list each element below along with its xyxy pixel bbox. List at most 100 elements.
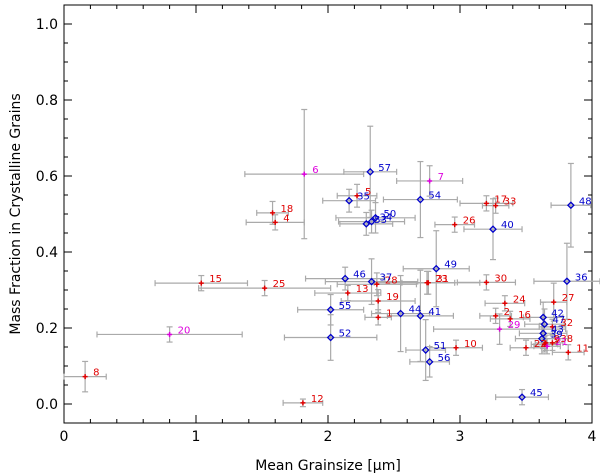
data-point-magenta bbox=[497, 326, 503, 332]
data-point-red bbox=[198, 280, 204, 286]
data-label: 20 bbox=[178, 325, 191, 336]
y-tick-label: 0.2 bbox=[36, 321, 58, 337]
data-label: 4 bbox=[283, 213, 289, 224]
data-label: 51 bbox=[434, 341, 447, 352]
data-point-blue bbox=[432, 264, 441, 273]
data-point-red bbox=[507, 316, 513, 322]
x-tick-label: 4 bbox=[588, 429, 597, 445]
data-point-blue bbox=[537, 334, 546, 343]
data-point-red bbox=[543, 340, 549, 346]
x-tick-label: 1 bbox=[192, 429, 201, 445]
data-label: 32 bbox=[560, 318, 573, 329]
data-point-blue bbox=[367, 277, 376, 286]
data-label: 35 bbox=[357, 192, 370, 203]
data-label: 46 bbox=[353, 270, 366, 281]
data-point-red bbox=[483, 279, 489, 285]
data-label: 16 bbox=[518, 310, 531, 321]
data-point-red bbox=[82, 374, 88, 380]
data-point-red bbox=[272, 219, 278, 225]
data-point-blue bbox=[326, 333, 335, 342]
data-point-blue bbox=[425, 357, 434, 366]
data-point-red bbox=[425, 280, 431, 286]
data-label: 30 bbox=[494, 273, 507, 284]
data-point-red bbox=[523, 345, 529, 351]
data-label: 2 bbox=[504, 307, 510, 318]
data-label: 13 bbox=[356, 284, 369, 295]
data-label: 44 bbox=[409, 305, 422, 316]
data-label: 26 bbox=[463, 216, 476, 227]
data-label: 49 bbox=[444, 260, 457, 271]
x-tick-label: 0 bbox=[60, 429, 69, 445]
data-point-blue bbox=[416, 195, 425, 204]
data-label: 17 bbox=[494, 194, 507, 205]
data-label: 21 bbox=[555, 337, 568, 348]
data-point-blue bbox=[326, 305, 335, 314]
data-label: 24 bbox=[513, 294, 526, 305]
data-point-blue bbox=[421, 346, 430, 354]
data-label: 22 bbox=[534, 339, 547, 350]
data-label: 9 bbox=[554, 334, 560, 345]
data-point-blue bbox=[518, 393, 526, 402]
data-point-magenta bbox=[167, 331, 173, 337]
y-tick-label: 0.6 bbox=[36, 169, 58, 185]
x-tick-label: 2 bbox=[324, 429, 333, 445]
data-label: 41 bbox=[428, 307, 441, 318]
data-point-blue bbox=[341, 274, 350, 283]
data-label: 43 bbox=[551, 324, 564, 335]
data-point-red bbox=[565, 349, 571, 355]
data-label: 31 bbox=[436, 274, 449, 285]
data-point-blue bbox=[367, 217, 376, 226]
data-label: 39 bbox=[550, 330, 563, 341]
data-point-magenta bbox=[544, 343, 550, 349]
data-point-blue bbox=[489, 225, 497, 234]
data-point-blue bbox=[371, 213, 380, 222]
data-label: 50 bbox=[384, 209, 397, 220]
data-point-red bbox=[354, 193, 360, 199]
data-label: 36 bbox=[575, 272, 588, 283]
data-label: 10 bbox=[464, 339, 477, 350]
data-point-blue bbox=[539, 313, 548, 322]
axis-ticks: 0 1 2 3 40.00.20.40.60.81.0 bbox=[36, 4, 597, 445]
data-label: 15 bbox=[209, 274, 222, 285]
data-label: 53 bbox=[374, 215, 387, 226]
data-label: 12 bbox=[311, 394, 324, 405]
data-label: 33 bbox=[504, 197, 517, 208]
data-label: 52 bbox=[339, 329, 352, 340]
data-point-blue bbox=[416, 311, 425, 320]
data-point-red bbox=[551, 299, 557, 305]
data-point-red bbox=[374, 281, 380, 287]
data-point-blue bbox=[362, 219, 371, 228]
data-point-red bbox=[375, 314, 381, 320]
data-markers bbox=[82, 167, 575, 406]
data-point-magenta bbox=[427, 178, 433, 184]
data-label: 23 bbox=[435, 274, 448, 285]
data-label: 6 bbox=[312, 165, 318, 176]
data-label: 38 bbox=[560, 334, 573, 345]
data-label: 55 bbox=[339, 301, 352, 312]
y-tick-label: 0.8 bbox=[36, 93, 58, 109]
data-point-red bbox=[549, 340, 555, 346]
data-point-blue bbox=[345, 196, 354, 205]
error-bars bbox=[63, 108, 600, 408]
data-point-magenta bbox=[301, 171, 307, 177]
data-label: 3 bbox=[552, 335, 558, 346]
data-label: 7 bbox=[438, 172, 444, 183]
y-tick-label: 1.0 bbox=[36, 17, 58, 33]
data-label: 42 bbox=[551, 308, 564, 319]
data-label: 1 bbox=[386, 308, 392, 319]
data-label: 25 bbox=[273, 279, 286, 290]
data-point-blue bbox=[540, 320, 549, 329]
data-label: 57 bbox=[378, 163, 391, 174]
data-label: 45 bbox=[530, 388, 543, 399]
data-label: 27 bbox=[562, 293, 575, 304]
x-tick-label: 3 bbox=[456, 429, 465, 445]
x-axis-title: Mean Grainsize [μm] bbox=[255, 458, 401, 474]
data-point-blue bbox=[563, 277, 571, 286]
data-label: 29 bbox=[508, 320, 521, 331]
data-point-red bbox=[549, 324, 555, 330]
data-point-blue bbox=[366, 167, 375, 176]
data-point-red bbox=[375, 298, 381, 304]
data-label: 34 bbox=[380, 213, 393, 224]
data-label: 48 bbox=[579, 196, 592, 207]
